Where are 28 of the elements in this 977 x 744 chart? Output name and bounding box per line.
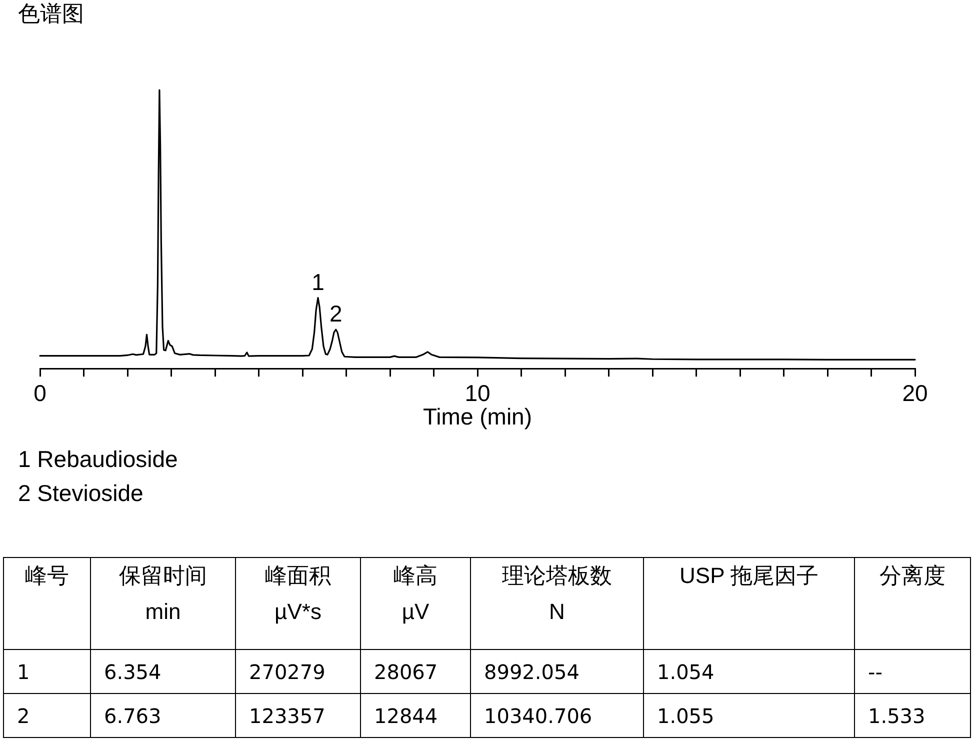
annotation: 2: [329, 300, 342, 327]
text: 1: [4, 650, 90, 694]
text: 6.763: [90, 694, 236, 738]
x-tick-label: 0: [34, 380, 46, 406]
text: 270279: [236, 650, 360, 694]
text: 8992.054: [470, 650, 644, 694]
text: 1 Rebaudioside: [18, 445, 178, 474]
text: 1.533: [854, 694, 970, 738]
text: 6.354: [90, 650, 236, 694]
text: 峰面积 µV*s: [264, 562, 332, 626]
text: 分离度: [878, 562, 946, 590]
text: 28067: [360, 650, 470, 694]
chart-title: 色谱图: [18, 1, 84, 27]
annotation: 1: [312, 268, 324, 295]
text: 2 Stevioside: [18, 479, 144, 508]
text: 1.054: [644, 650, 854, 694]
x-tick-label: 20: [902, 380, 928, 406]
text: 保留时间 min: [118, 562, 208, 626]
text: 1.055: [644, 694, 854, 738]
text: USP 拖尾因子: [678, 562, 820, 590]
text: 理论塔板数 N: [501, 562, 613, 626]
text: 10340.706: [470, 694, 644, 738]
text: --: [854, 650, 970, 694]
text: 峰号: [24, 562, 70, 590]
text: 2: [4, 694, 90, 738]
text: 123357: [236, 694, 360, 738]
text: 峰高 µV: [392, 562, 438, 626]
text: 12844: [360, 694, 470, 738]
